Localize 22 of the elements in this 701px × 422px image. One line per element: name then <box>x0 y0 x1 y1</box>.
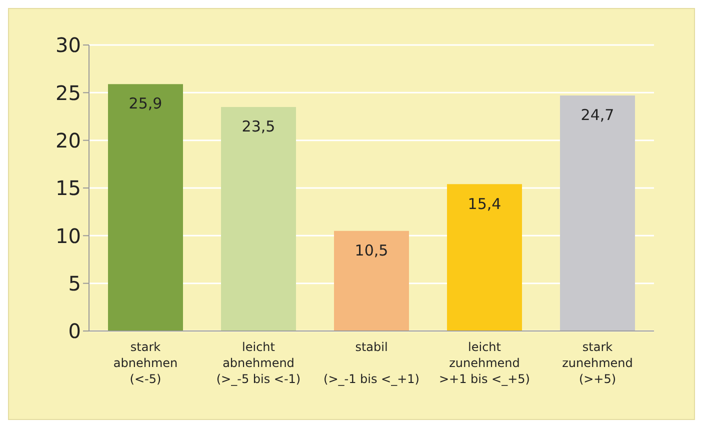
y-tick-label: 5 <box>68 271 81 296</box>
x-tick-label: stark zunehmend (>+5) <box>562 340 633 386</box>
bar <box>334 230 409 331</box>
data-label: 23,5 <box>242 118 276 136</box>
y-tick-label: 30 <box>56 33 81 58</box>
x-tick-label: leicht abnehmend (>_-5 bis <-1) <box>216 340 301 386</box>
bar <box>447 184 522 331</box>
x-tick-label: leicht zunehmend >+1 bis <_+5) <box>438 340 530 386</box>
data-label: 10,5 <box>354 242 388 260</box>
bar <box>560 96 635 331</box>
y-tick-label: 10 <box>56 224 81 248</box>
x-tick-label: stark abnehmen (<-5) <box>113 340 178 386</box>
bar <box>108 84 183 331</box>
y-tick-label: 20 <box>56 128 81 152</box>
bar <box>221 106 296 331</box>
y-tick-label: 0 <box>68 319 81 344</box>
y-tick-label: 15 <box>56 176 81 200</box>
data-label: 15,4 <box>468 194 502 213</box>
y-tick-label: 25 <box>56 80 81 105</box>
data-label: 24,7 <box>580 106 614 124</box>
category-label: stabil (>_-1 bis <_+1) <box>324 340 420 386</box>
data-label: 25,9 <box>128 94 162 113</box>
